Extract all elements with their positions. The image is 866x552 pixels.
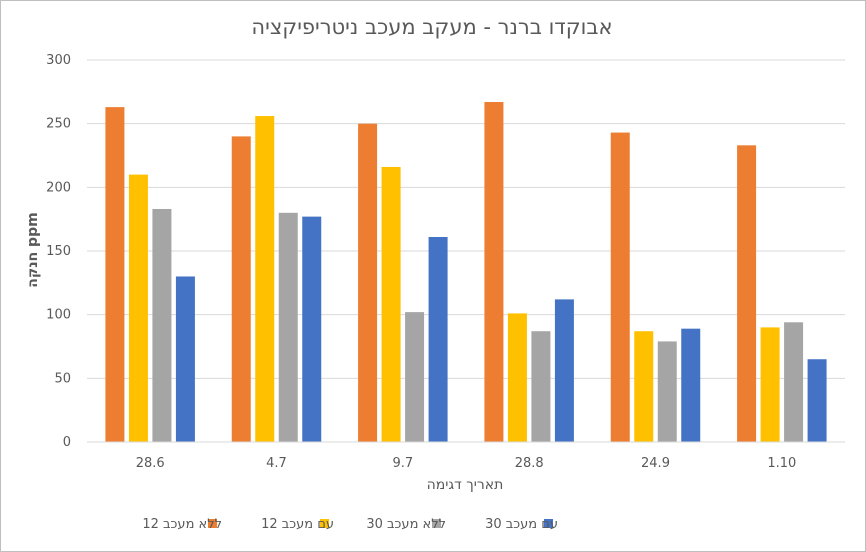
bar: [531, 331, 551, 442]
bar: [381, 166, 401, 442]
bar: [255, 116, 275, 442]
legend-label: ללא מעכב 12: [142, 517, 222, 532]
bar: [610, 132, 630, 442]
bar: [760, 327, 780, 442]
bar: [175, 276, 195, 442]
y-axis-title: חנקה ppm: [25, 212, 41, 287]
bar: [484, 102, 504, 443]
bar: [231, 136, 251, 442]
x-tick-label: 28.8: [515, 456, 544, 471]
y-tick-label: 100: [46, 308, 71, 323]
bar: [507, 313, 527, 442]
bar: [128, 174, 148, 442]
y-tick-label: 0: [63, 435, 71, 450]
y-tick-label: 250: [46, 117, 71, 132]
bar: [634, 331, 654, 442]
x-axis-ticks: 28.6 4.7 9.7 28.8 24.9 1.10: [136, 456, 797, 471]
bar: [358, 123, 378, 443]
x-tick-label: 28.6: [136, 456, 165, 471]
x-axis-title: תאריך דגימה: [427, 477, 504, 493]
bar: [681, 328, 701, 442]
x-tick-label: 4.7: [266, 456, 287, 471]
bar: [278, 212, 298, 442]
bar: [428, 236, 448, 442]
bar: [784, 322, 804, 442]
legend-label: עם מעכב 12: [261, 517, 334, 532]
bar: [737, 145, 757, 442]
x-tick-label: 9.7: [392, 456, 413, 471]
bars: [105, 102, 827, 443]
legend: ללא מעכב 12 עם מעכב 12 ללא מעכב 30 עם מעכב …: [142, 517, 558, 532]
bar: [405, 312, 425, 442]
bar: [152, 208, 172, 442]
legend-swatch: [544, 519, 553, 528]
y-tick-label: 300: [46, 53, 71, 68]
legend-swatch: [432, 519, 441, 528]
bar: [302, 216, 322, 442]
gridlines: [87, 59, 845, 379]
x-tick-label: 24.9: [641, 456, 670, 471]
legend-label: עם מעכב 30: [485, 517, 558, 532]
bar: [657, 341, 677, 442]
legend-label: ללא מעכב 30: [366, 517, 446, 532]
bar: [105, 107, 125, 442]
y-tick-label: 150: [46, 244, 71, 259]
bar: [807, 359, 827, 442]
legend-swatch: [320, 519, 329, 528]
y-axis-title-word: חנקה ppm: [25, 212, 41, 287]
y-axis-ticks: 0 50 100 150 200 250 300: [46, 53, 71, 450]
y-tick-label: 50: [54, 371, 71, 386]
chart-title: אבוקדו ברנר - מעקב מעכב ניטריפיקציה: [251, 15, 612, 39]
bar: [554, 299, 574, 442]
x-tick-label: 1.10: [767, 456, 796, 471]
legend-swatch: [208, 519, 217, 528]
y-tick-label: 200: [46, 180, 71, 195]
